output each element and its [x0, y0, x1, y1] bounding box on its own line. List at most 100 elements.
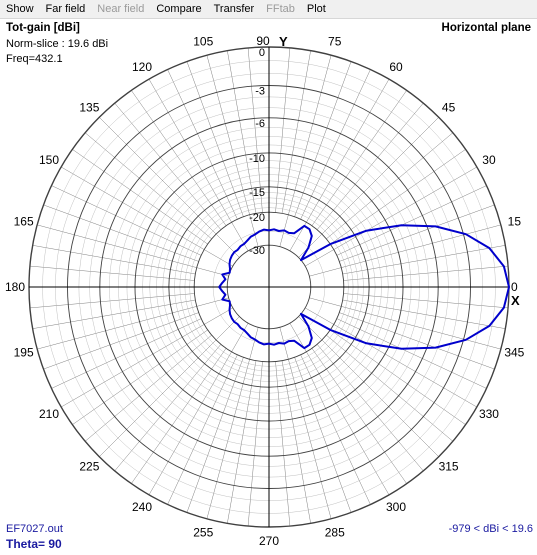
grid-spoke — [339, 204, 495, 262]
radial-tick-label: -10 — [249, 153, 265, 165]
grid-spoke — [343, 265, 509, 281]
radial-tick-label: -3 — [255, 85, 265, 97]
grid-spoke — [300, 354, 371, 505]
menu-transfer[interactable]: Transfer — [213, 3, 255, 15]
grid-spoke — [84, 132, 212, 240]
grid-spoke — [247, 361, 263, 527]
theta-label: Theta= 90 — [6, 537, 62, 551]
angle-tick-label: 0 — [511, 280, 518, 294]
angle-tick-label: 315 — [439, 460, 459, 474]
angle-tick-label: 255 — [193, 525, 213, 539]
grid-spoke — [43, 312, 199, 370]
angle-tick-label: 90 — [256, 34, 270, 48]
radial-tick-label: -6 — [255, 118, 265, 130]
grid-spoke — [279, 55, 332, 247]
grid-spoke — [342, 299, 506, 329]
grid-spoke — [61, 166, 233, 267]
grid-spoke — [339, 312, 495, 370]
angle-tick-label: 30 — [482, 153, 496, 167]
angle-tick-label: 345 — [504, 346, 524, 360]
angle-tick-label: 285 — [325, 525, 345, 539]
menu-bar: Show Far field Near field Compare Transfer FF… — [0, 0, 537, 19]
grid-spoke — [275, 361, 291, 527]
radial-tick-label: 0 — [259, 47, 265, 59]
grid-spoke — [32, 245, 196, 275]
grid-spoke — [316, 344, 424, 472]
angle-tick-label: 180 — [5, 280, 25, 294]
grid-spoke — [330, 329, 466, 425]
angle-tick-label: 45 — [442, 100, 456, 114]
grid-spoke — [227, 360, 257, 524]
angle-tick-label: 210 — [39, 407, 59, 421]
grid-spoke — [336, 185, 487, 256]
grid-spoke — [32, 299, 196, 329]
grid-spoke — [72, 149, 208, 245]
menu-far-field[interactable]: Far field — [45, 3, 86, 15]
grid-spoke — [29, 265, 195, 281]
angle-tick-label: 270 — [259, 534, 279, 548]
grid-spoke — [131, 348, 227, 484]
grid-spoke — [326, 334, 454, 442]
radial-tick-label: -20 — [249, 212, 265, 224]
grid-spoke — [326, 132, 454, 240]
angle-tick-label: 165 — [14, 214, 34, 228]
grid-spoke — [206, 327, 259, 519]
grid-spoke — [114, 344, 222, 472]
grid-spoke — [186, 61, 244, 217]
grid-spoke — [114, 102, 222, 230]
grid-spoke — [61, 307, 233, 408]
angle-tick-label: 120 — [132, 60, 152, 74]
polar-plot-area: 0 -3 -6 -10 -15 -20 -30 0 15 30 45 60 75 90 105 120 135 1… — [0, 19, 537, 555]
grid-spoke — [275, 47, 291, 213]
grid-spoke — [167, 354, 238, 505]
angle-tick-label: 195 — [14, 346, 34, 360]
menu-show[interactable]: Show — [6, 3, 34, 15]
file-name-label: EF7027.out — [6, 523, 63, 535]
radial-tick-label: -15 — [249, 187, 265, 199]
angle-tick-label: 60 — [389, 60, 403, 74]
grid-spoke — [342, 245, 506, 275]
grid-spoke — [336, 318, 487, 389]
grid-spoke — [294, 357, 352, 513]
gain-pattern-trace — [218, 224, 510, 350]
angle-tick-label: 330 — [479, 407, 499, 421]
menu-plot[interactable]: Plot — [306, 3, 326, 15]
grid-spoke — [51, 185, 202, 256]
angle-tick-label: 300 — [386, 500, 406, 514]
grid-spoke — [281, 360, 311, 524]
grid-spoke — [305, 166, 477, 267]
y-axis-label: Y — [279, 34, 288, 49]
grid-spoke — [279, 327, 332, 519]
grid-spoke — [37, 224, 229, 277]
grid-spoke — [51, 318, 202, 389]
grid-spoke — [294, 61, 352, 217]
menu-fftab[interactable]: FFtab — [266, 3, 295, 15]
grid-spoke — [131, 90, 227, 226]
grid-spoke — [298, 316, 439, 457]
grid-spoke — [316, 102, 424, 230]
grid-spoke — [298, 117, 439, 258]
grid-spoke — [281, 50, 311, 214]
grid-spoke — [247, 47, 263, 213]
menu-near-field[interactable]: Near field — [97, 3, 145, 15]
angle-tick-label: 240 — [132, 500, 152, 514]
angle-tick-label: 15 — [508, 214, 522, 228]
grid-spoke — [37, 297, 229, 350]
grid-spoke — [43, 204, 199, 262]
grid-spoke — [311, 90, 407, 226]
menu-compare[interactable]: Compare — [156, 3, 202, 15]
grid-spoke — [72, 329, 208, 425]
grid-spoke — [29, 293, 195, 309]
dbi-range-label: -979 < dBi < 19.6 — [448, 523, 533, 535]
grid-spoke — [148, 323, 249, 495]
plane-label: Horizontal plane — [441, 22, 531, 34]
angle-tick-label: 105 — [193, 35, 213, 49]
angle-tick-label: 225 — [79, 460, 99, 474]
grid-spoke — [343, 293, 509, 309]
angle-tick-label: 150 — [39, 153, 59, 167]
norm-slice-label: Norm-slice : 19.6 dBi — [6, 38, 109, 50]
angle-tick-label: 75 — [328, 35, 342, 49]
grid-spoke — [305, 307, 477, 408]
grid-spoke — [186, 357, 244, 513]
grid-spoke — [227, 50, 257, 214]
